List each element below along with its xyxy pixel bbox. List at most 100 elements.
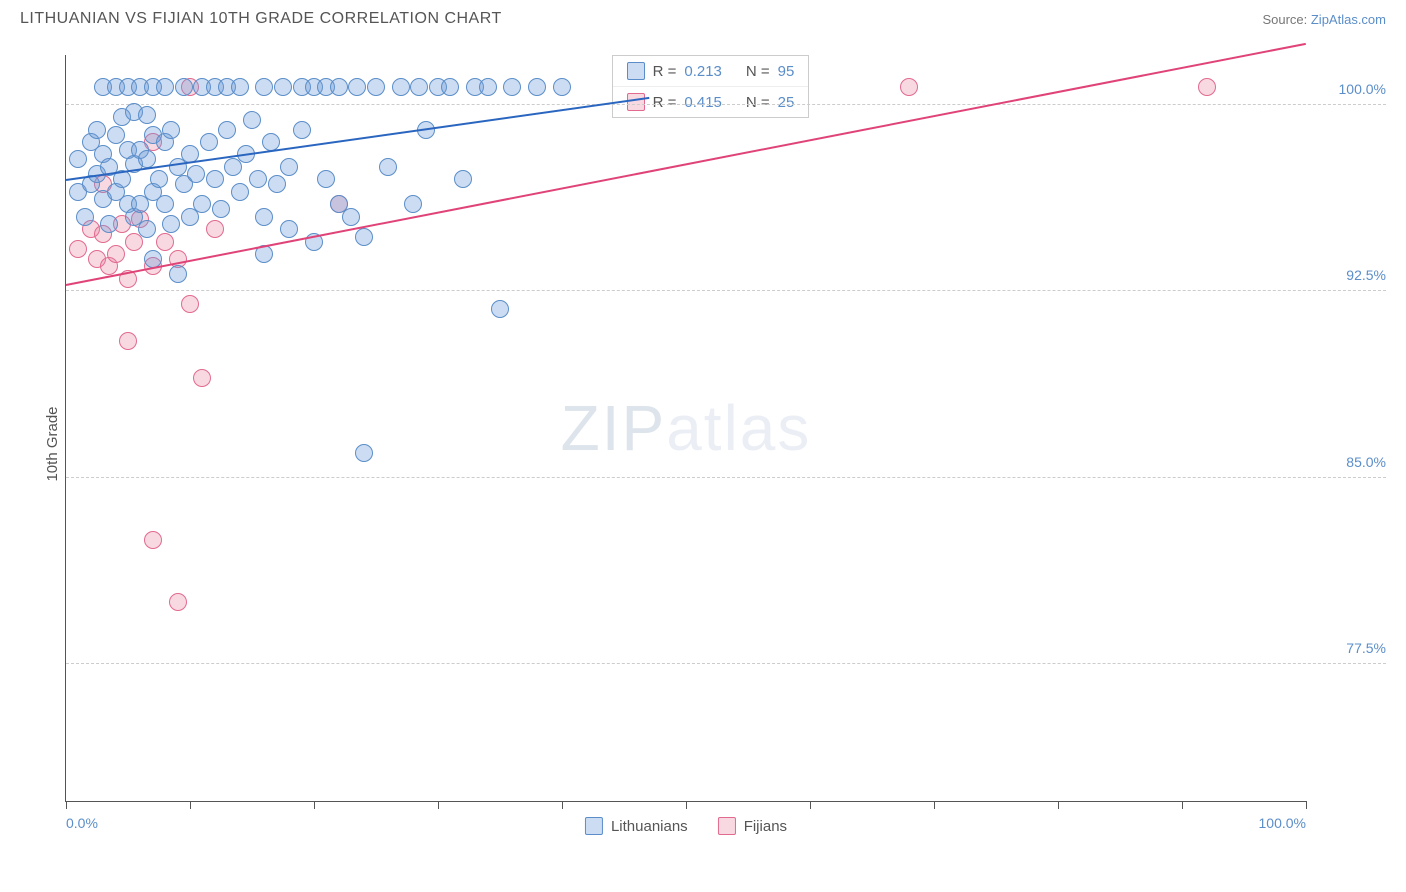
scatter-point — [162, 215, 180, 233]
scatter-point — [342, 208, 360, 226]
scatter-point — [138, 220, 156, 238]
xtick — [810, 801, 811, 809]
xtick — [1182, 801, 1183, 809]
stats-legend: R = 0.213 N = 95 R = 0.415 N = 25 — [612, 55, 810, 118]
scatter-point — [404, 195, 422, 213]
xtick — [934, 801, 935, 809]
ytick-label: 100.0% — [1316, 81, 1386, 97]
scatter-point — [175, 78, 193, 96]
scatter-point — [100, 215, 118, 233]
scatter-point — [243, 111, 261, 129]
r-value-b: 0.415 — [684, 94, 722, 111]
n-label-a: N = — [746, 63, 770, 80]
scatter-point — [293, 121, 311, 139]
scatter-point — [231, 78, 249, 96]
scatter-point — [317, 170, 335, 188]
scatter-point — [76, 208, 94, 226]
scatter-point — [218, 121, 236, 139]
ytick-label: 77.5% — [1316, 640, 1386, 656]
xtick — [190, 801, 191, 809]
gridline — [66, 290, 1386, 291]
scatter-point — [280, 158, 298, 176]
scatter-point — [441, 78, 459, 96]
scatter-point — [107, 245, 125, 263]
scatter-point — [479, 78, 497, 96]
scatter-point — [212, 200, 230, 218]
scatter-point — [231, 183, 249, 201]
scatter-point — [330, 78, 348, 96]
r-label-b: R = — [653, 94, 677, 111]
scatter-point — [69, 150, 87, 168]
scatter-point — [169, 593, 187, 611]
scatter-point — [255, 78, 273, 96]
xtick — [686, 801, 687, 809]
xtick — [66, 801, 67, 809]
scatter-point — [454, 170, 472, 188]
watermark-part2: atlas — [666, 392, 811, 464]
scatter-point — [181, 295, 199, 313]
source-link[interactable]: ZipAtlas.com — [1311, 12, 1386, 27]
scatter-point — [69, 240, 87, 258]
scatter-point — [553, 78, 571, 96]
scatter-point — [491, 300, 509, 318]
scatter-point — [410, 78, 428, 96]
gridline — [66, 477, 1386, 478]
scatter-point — [900, 78, 918, 96]
legend-label-a: Lithuanians — [611, 818, 688, 835]
xtick — [562, 801, 563, 809]
scatter-point — [528, 78, 546, 96]
plot-area: ZIPatlas R = 0.213 N = 95 R = 0.415 N = … — [65, 55, 1306, 802]
scatter-point — [392, 78, 410, 96]
scatter-point — [1198, 78, 1216, 96]
scatter-point — [268, 175, 286, 193]
watermark: ZIPatlas — [561, 391, 812, 465]
gridline — [66, 663, 1386, 664]
scatter-point — [206, 220, 224, 238]
scatter-point — [162, 121, 180, 139]
scatter-point — [119, 332, 137, 350]
scatter-point — [150, 170, 168, 188]
scatter-point — [88, 121, 106, 139]
scatter-point — [138, 106, 156, 124]
stats-legend-row-a: R = 0.213 N = 95 — [613, 56, 809, 87]
source-attribution: Source: ZipAtlas.com — [1262, 12, 1386, 27]
swatch-series-b — [627, 93, 645, 111]
legend-swatch-b — [718, 817, 736, 835]
r-label-a: R = — [653, 63, 677, 80]
xtick — [314, 801, 315, 809]
legend-item-b: Fijians — [718, 817, 787, 835]
n-label-b: N = — [746, 94, 770, 111]
scatter-point — [193, 195, 211, 213]
scatter-point — [255, 208, 273, 226]
xtick — [438, 801, 439, 809]
scatter-point — [187, 165, 205, 183]
scatter-point — [144, 531, 162, 549]
stats-legend-row-b: R = 0.415 N = 25 — [613, 87, 809, 117]
scatter-point — [156, 195, 174, 213]
scatter-point — [249, 170, 267, 188]
xtick — [1058, 801, 1059, 809]
watermark-part1: ZIP — [561, 392, 667, 464]
gridline — [66, 104, 1386, 105]
scatter-point — [367, 78, 385, 96]
scatter-point — [200, 133, 218, 151]
scatter-point — [348, 78, 366, 96]
scatter-point — [156, 233, 174, 251]
chart-container: 10th Grade ZIPatlas R = 0.213 N = 95 R =… — [50, 45, 1386, 842]
scatter-point — [206, 170, 224, 188]
scatter-point — [503, 78, 521, 96]
scatter-point — [193, 369, 211, 387]
legend-item-a: Lithuanians — [585, 817, 688, 835]
scatter-point — [169, 265, 187, 283]
legend-swatch-a — [585, 817, 603, 835]
source-prefix: Source: — [1262, 12, 1310, 27]
swatch-series-a — [627, 62, 645, 80]
scatter-point — [355, 444, 373, 462]
n-value-a: 95 — [778, 63, 795, 80]
ytick-label: 85.0% — [1316, 454, 1386, 470]
scatter-point — [274, 78, 292, 96]
scatter-point — [355, 228, 373, 246]
legend-label-b: Fijians — [744, 818, 787, 835]
y-axis-label: 10th Grade — [44, 406, 61, 481]
xtick-label: 0.0% — [66, 815, 98, 831]
